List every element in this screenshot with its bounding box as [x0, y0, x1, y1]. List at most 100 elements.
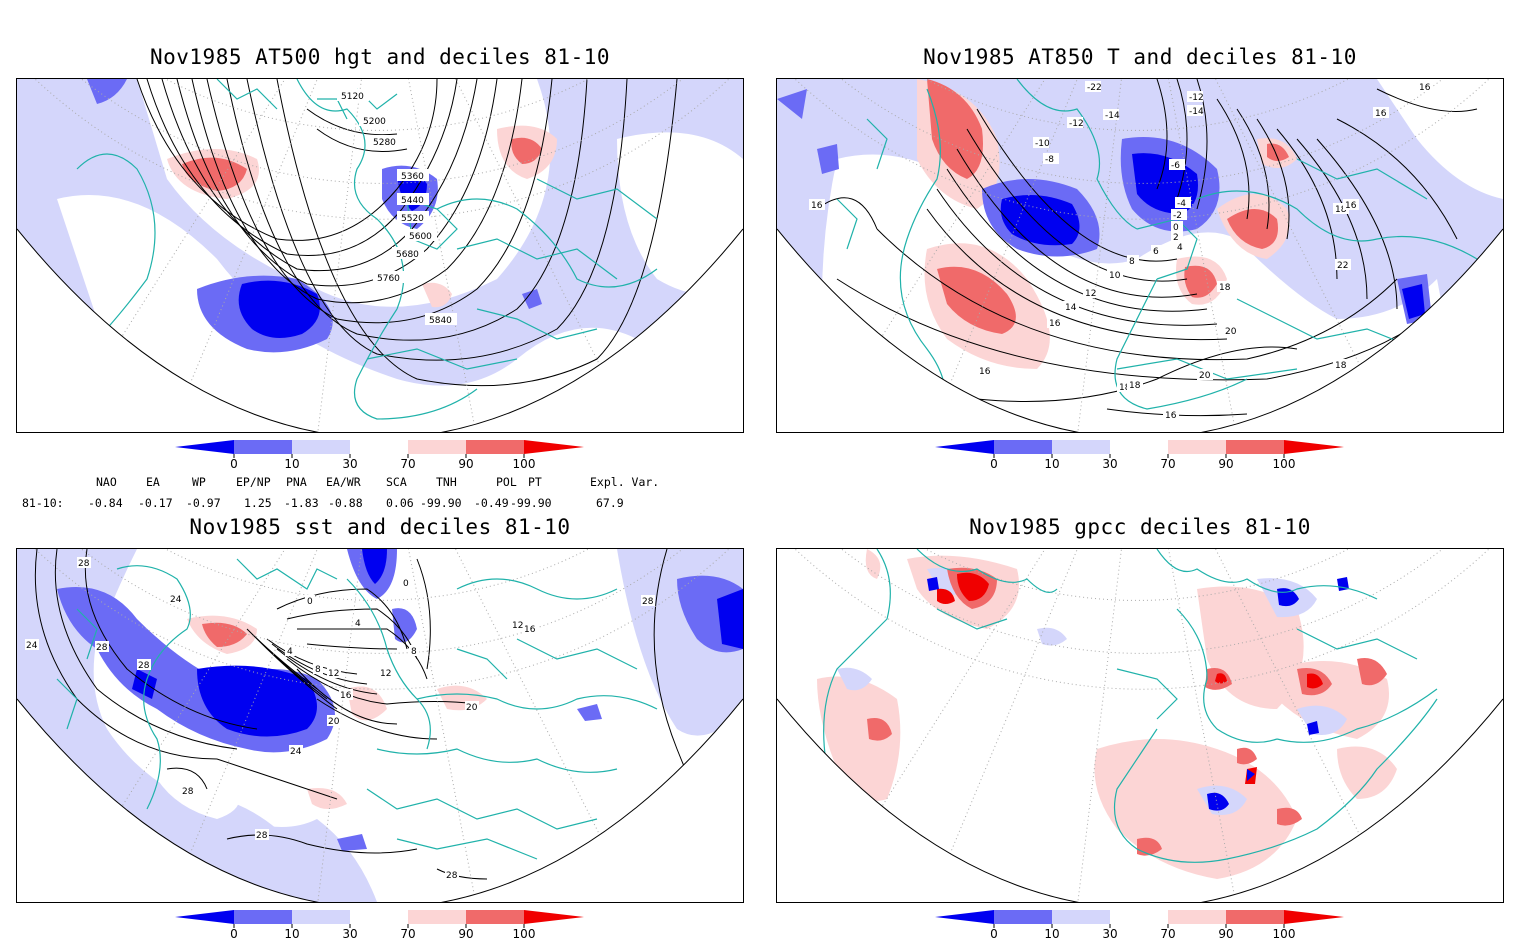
contour-label: 4 [1177, 243, 1183, 253]
colorbar-segment [935, 440, 994, 454]
colorbar-segment [234, 440, 292, 454]
contour-label: 2 [1173, 233, 1179, 243]
map-panel-sst: 28 24 24 28 28 0 4 8 12 12 16 20 20 24 2… [16, 548, 744, 903]
colorbar-tick: 90 [458, 457, 473, 470]
colorbar-segment [466, 440, 524, 454]
contour-label: -8 [1045, 155, 1054, 165]
contour-label: 4 [287, 647, 293, 657]
colorbar-tick: 100 [1273, 457, 1296, 470]
colorbar-sst: 0 10 30 70 90 100 [175, 910, 584, 940]
contour-label: 18 [1129, 381, 1141, 391]
contour-label: 16 [340, 691, 352, 701]
colorbar-tick: 0 [990, 457, 998, 470]
contour-label: 12 [328, 669, 339, 679]
colorbar-segment [292, 440, 350, 454]
colorbar-hgt500: 0 10 30 70 90 100 [175, 440, 584, 470]
contour-label: 5360 [401, 172, 424, 182]
colorbar-tick: 0 [990, 927, 998, 940]
colorbar-tick: 70 [1160, 927, 1175, 940]
colorbar-segment [1284, 440, 1344, 454]
index-header: PT [528, 475, 542, 489]
contour-label: 28 [96, 643, 108, 653]
colorbar-tick: 30 [1102, 927, 1117, 940]
contour-label: 8 [315, 665, 321, 675]
contour-label: -6 [1171, 161, 1180, 171]
contour-label: 12 [380, 669, 391, 679]
contour-label: -4 [1177, 199, 1186, 209]
colorbar-tick: 90 [458, 927, 473, 940]
contour-label: 0 [1173, 223, 1179, 233]
index-value: -99.90 [420, 496, 462, 510]
index-row-label: 81-10: [22, 496, 64, 510]
index-header: WP [192, 475, 206, 489]
index-header: Expl. Var. [590, 475, 659, 489]
colorbar-segment [292, 910, 350, 924]
contour-label: -12 [1069, 119, 1084, 129]
index-value: 1.25 [244, 496, 272, 510]
panel-title-sst: Nov1985 sst and deciles 81-10 [189, 515, 571, 539]
contour-label: 16 [1165, 411, 1177, 421]
contour-label: 24 [290, 747, 302, 757]
colorbar-segment [1110, 910, 1168, 924]
contour-label: 16 [1375, 109, 1387, 119]
contour-label: 5600 [409, 232, 432, 242]
colorbar-segment [935, 910, 994, 924]
colorbar-segment [994, 910, 1052, 924]
colorbar-segment [234, 910, 292, 924]
contour-label: 10 [1109, 271, 1121, 281]
contour-label: 5440 [401, 196, 424, 206]
contour-label: 5840 [429, 316, 452, 326]
map-panel-gpcc [776, 548, 1504, 903]
colorbar-segment [1226, 910, 1284, 924]
colorbar-segment [175, 910, 234, 924]
contour-label: 12 [1085, 289, 1096, 299]
colorbar-segment [1226, 440, 1284, 454]
sst-contour-labels: 28 24 24 28 28 0 4 8 12 12 16 20 20 24 2… [25, 557, 655, 881]
contour-label: 28 [446, 871, 458, 881]
contour-label: 5680 [396, 250, 419, 260]
colorbar-segment [350, 440, 408, 454]
index-header: TNH [436, 475, 457, 489]
contour-label: -2 [1173, 211, 1182, 221]
colorbar-tick: 90 [1218, 927, 1233, 940]
panel-title-hgt500: Nov1985 AT500 hgt and deciles 81-10 [149, 45, 610, 69]
index-header: EP/NP [236, 475, 271, 489]
contour-label: -14 [1189, 107, 1204, 117]
contour-label: 18 [1335, 361, 1347, 371]
contour-label: 5280 [373, 138, 396, 148]
contour-label: 24 [26, 641, 38, 651]
colorbar-tick: 100 [1273, 927, 1296, 940]
contour-label: 16 [1345, 201, 1357, 211]
colorbar-segment [1284, 910, 1344, 924]
contour-label: 28 [642, 597, 654, 607]
contour-label: -10 [1035, 139, 1050, 149]
index-value: -0.97 [186, 496, 221, 510]
colorbar-segment [1110, 440, 1168, 454]
contour-label: 20 [466, 703, 478, 713]
index-value: 67.9 [596, 496, 624, 510]
colorbar-tick: 30 [1102, 457, 1117, 470]
contour-label: -22 [1087, 83, 1102, 93]
colorbar-tick: 90 [1218, 457, 1233, 470]
colorbar-tick: 30 [342, 457, 357, 470]
contour-label: 18 [1335, 205, 1347, 215]
colorbar-segment [1052, 910, 1110, 924]
colorbar-tick: 30 [342, 927, 357, 940]
colorbar-tick: 10 [284, 927, 299, 940]
index-header: EA [146, 475, 160, 489]
t850-contour-labels: -22 -14 -12 -10 -8 -6 -4 -2 0 2 4 6 8 10… [809, 81, 1433, 421]
colorbar-tick: 10 [1044, 457, 1059, 470]
map-panel-t850: -22 -14 -12 -10 -8 -6 -4 -2 0 2 4 6 8 10… [776, 78, 1504, 433]
contour-label: 4 [355, 619, 361, 629]
colorbar-gpcc: 0 10 30 70 90 100 [935, 910, 1344, 940]
contour-label: 16 [1419, 83, 1431, 93]
colorbar-segment [1168, 910, 1226, 924]
index-header: SCA [386, 475, 407, 489]
map-panel-hgt500: 5120 5200 5280 5360 5440 5520 5600 5680 … [16, 78, 744, 433]
colorbar-tick: 10 [1044, 927, 1059, 940]
contour-label: 5120 [341, 92, 364, 102]
contour-label: 28 [78, 559, 90, 569]
contour-label: 24 [170, 595, 182, 605]
contour-label: 28 [182, 787, 194, 797]
index-value: -0.84 [88, 496, 123, 510]
